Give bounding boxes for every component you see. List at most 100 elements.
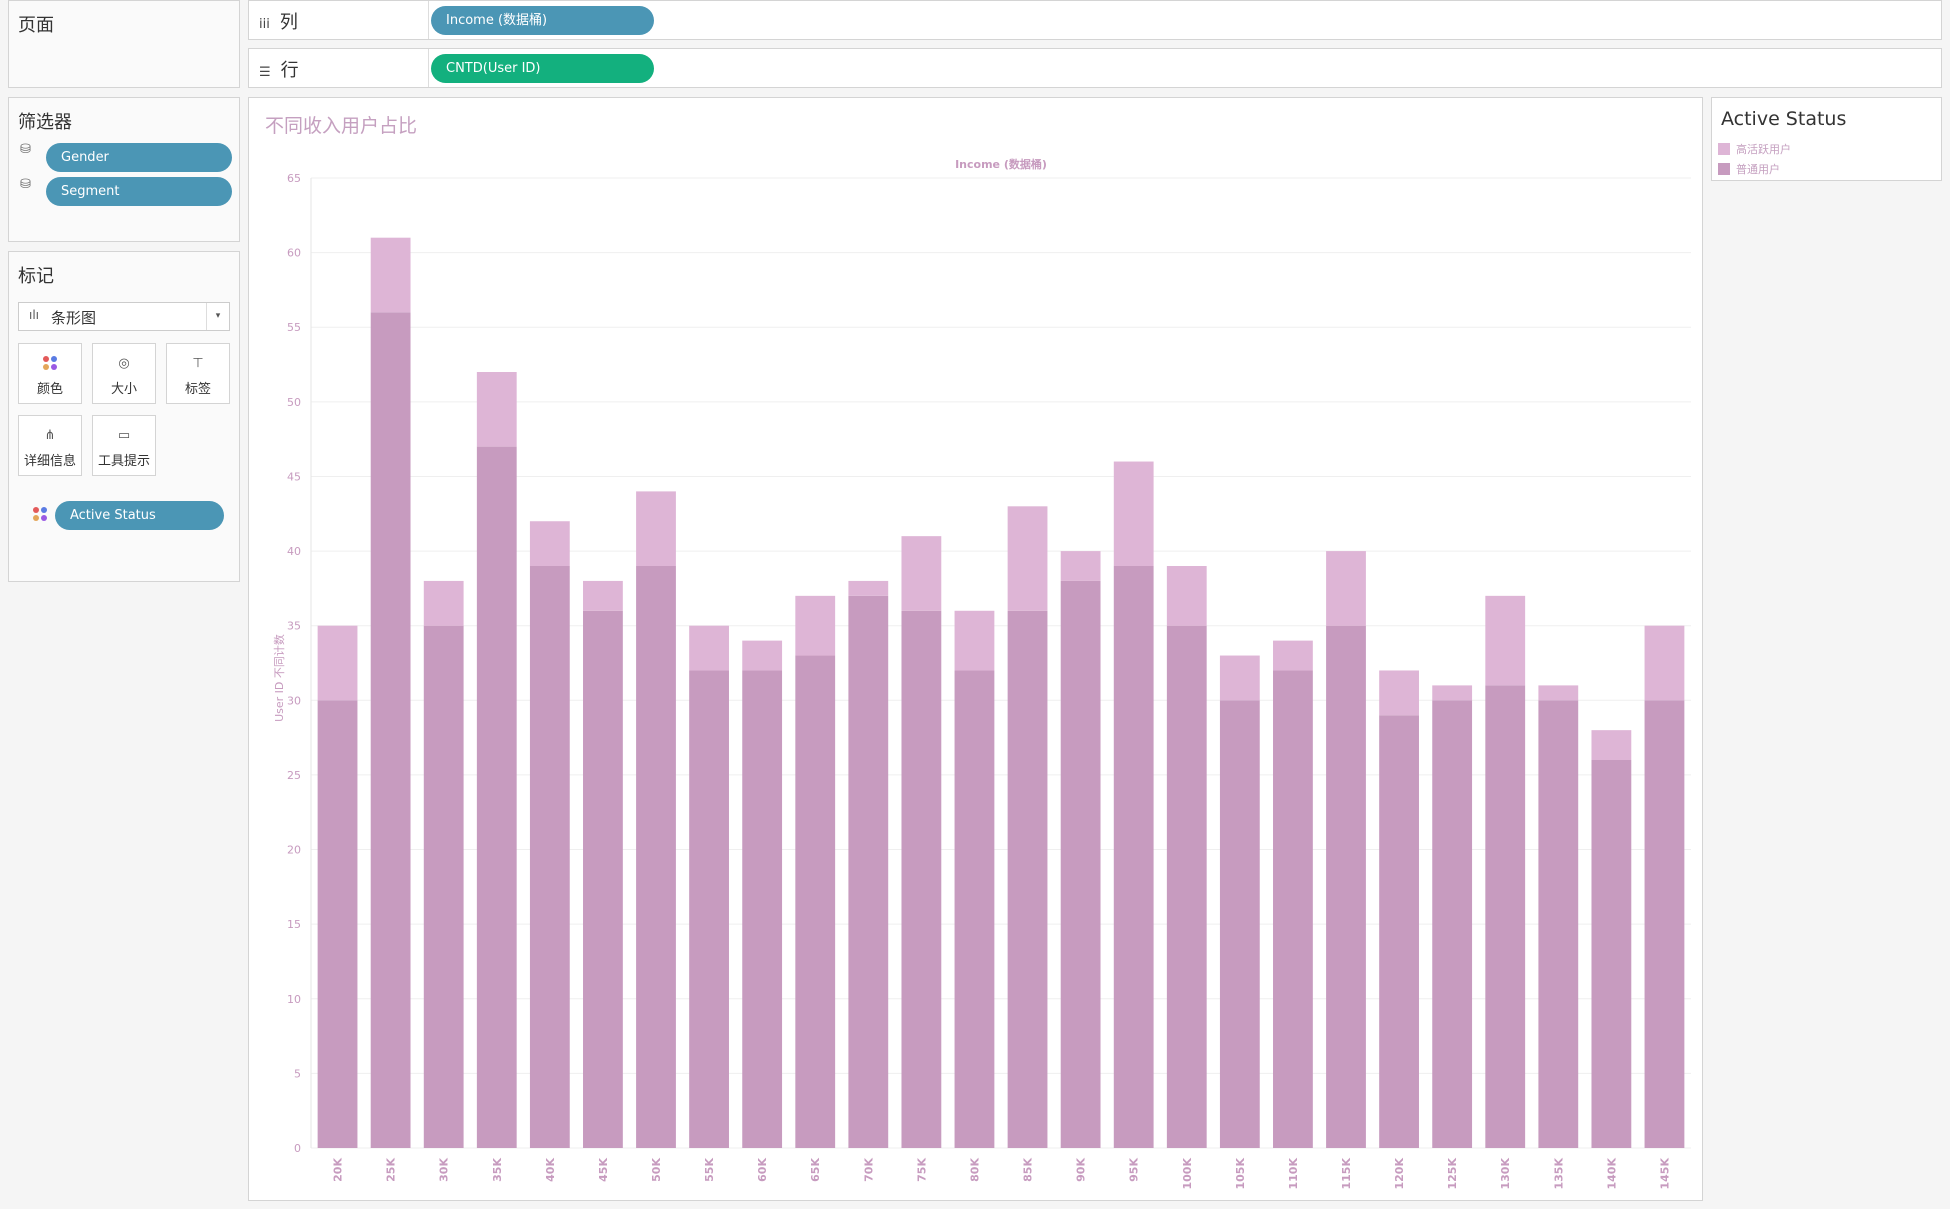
bar-normal-users[interactable] [370,312,411,1148]
pages-panel-title: 页面 [18,15,54,36]
bar-high-active-users[interactable] [1591,730,1632,760]
bar-normal-users[interactable] [423,625,464,1148]
columns-shelf-label: 列 [279,12,298,33]
bar-high-active-users[interactable] [636,491,676,566]
bar-normal-users[interactable] [1166,625,1207,1148]
bar-normal-users[interactable] [317,700,358,1148]
x-tick-label: 50K [650,1158,663,1182]
bar-normal-users[interactable] [1591,760,1632,1148]
x-tick-label: 140K [1605,1158,1618,1190]
bar-high-active-users[interactable] [689,625,729,671]
dimension-filter-icon: ⛁ [20,177,31,192]
x-tick-label: 20K [332,1158,345,1182]
color-button[interactable]: 颜色 [18,343,82,404]
bar-normal-users[interactable] [1219,700,1260,1148]
bar-high-active-users[interactable] [1219,655,1260,701]
bar-normal-users[interactable] [636,566,676,1148]
legend-item-label: 普通用户 [1736,163,1780,176]
y-tick-label: 60 [287,247,301,260]
income-column-pill[interactable]: Income (数据桶) [431,6,654,35]
pages-panel: 页面 [8,0,240,88]
bar-normal-users[interactable] [954,670,995,1148]
columns-shelf-label-wrap: iii 列 [259,8,298,34]
active-status-pill[interactable]: Active Status [55,501,224,530]
rows-shelf: ☰ 行 CNTD(User ID) [248,48,1942,88]
bar-normal-users[interactable] [1326,625,1366,1148]
y-tick-label: 25 [287,769,301,782]
bar-high-active-users[interactable] [317,625,358,701]
bar-high-active-users[interactable] [370,237,411,313]
bar-high-active-users[interactable] [1538,685,1579,701]
rows-shelf-label-wrap: ☰ 行 [259,56,299,82]
bar-high-active-users[interactable] [529,521,570,566]
bar-high-active-users[interactable] [742,640,783,671]
bar-high-active-users[interactable] [848,580,889,596]
size-button[interactable]: ◎ 大小 [92,343,156,404]
bar-high-active-users[interactable] [954,610,995,671]
bar-high-active-users[interactable] [1273,640,1313,671]
bar-high-active-users[interactable] [423,580,464,626]
bar-high-active-users[interactable] [583,580,623,611]
legend-item-high-active[interactable]: 高活跃用户 [1718,141,1791,157]
legend-item-normal[interactable]: 普通用户 [1718,161,1780,177]
bar-high-active-users[interactable] [1379,670,1419,716]
bar-normal-users[interactable] [1113,566,1154,1148]
bar-high-active-users[interactable] [795,595,836,656]
bar-high-active-users[interactable] [1166,566,1207,626]
legend-item-label: 高活跃用户 [1736,143,1791,156]
bar-normal-users[interactable] [1485,685,1526,1148]
detail-button[interactable]: ⋔ 详细信息 [18,415,82,476]
cntd-user-id-row-pill[interactable]: CNTD(User ID) [431,54,654,83]
bar-normal-users[interactable] [1432,700,1473,1148]
mark-type-dropdown[interactable]: ılı 条形图 ▾ [18,302,230,331]
rows-shelf-label: 行 [280,60,299,81]
bar-high-active-users[interactable] [476,372,517,447]
bar-high-active-users[interactable] [1644,625,1685,701]
x-tick-label: 125K [1446,1158,1459,1190]
bar-normal-users[interactable] [1538,700,1579,1148]
bar-normal-users[interactable] [1060,580,1101,1148]
legend-panel: Active Status 高活跃用户 普通用户 [1711,97,1942,181]
bar-high-active-users[interactable] [1113,461,1154,566]
shelf-divider [428,49,429,87]
bar-normal-users[interactable] [1644,700,1685,1148]
filter-pill-segment[interactable]: Segment [46,177,232,206]
tooltip-button[interactable]: ▭ 工具提示 [92,415,156,476]
rows-icon: ☰ [259,65,271,80]
x-tick-label: 95K [1128,1158,1141,1182]
bar-normal-users[interactable] [901,610,942,1148]
detail-button-label: 详细信息 [23,454,76,469]
marks-panel-title: 标记 [18,266,54,287]
bar-high-active-users[interactable] [1432,685,1473,701]
bar-high-active-users[interactable] [1326,551,1366,626]
color-button-label: 颜色 [36,382,63,397]
y-tick-label: 0 [294,1142,301,1155]
x-tick-label: 145K [1658,1158,1671,1190]
y-tick-label: 15 [287,918,301,931]
bar-high-active-users[interactable] [901,536,942,611]
bar-normal-users[interactable] [689,670,729,1148]
bar-normal-users[interactable] [848,595,889,1148]
x-axis-title: Income (数据桶) [955,157,1047,171]
chart-view: 不同收入用户占比 Income (数据桶) User ID 不同计数 0 5 10 1… [248,97,1703,1201]
bar-normal-users[interactable] [476,446,517,1149]
bar-normal-users[interactable] [1007,610,1048,1148]
bar-normal-users[interactable] [742,670,783,1148]
marks-panel: 标记 ılı 条形图 ▾ 颜色 ◎ 大小 ⊤ 标签 ⋔ 详细信息 ▭ 工具提示 … [8,251,240,582]
bar-normal-users[interactable] [529,566,570,1148]
bar-high-active-users[interactable] [1060,551,1101,581]
x-tick-label: 110K [1287,1158,1300,1190]
chevron-down-icon[interactable]: ▾ [206,303,229,330]
x-tick-label: 105K [1234,1158,1247,1190]
bar-high-active-users[interactable] [1485,595,1526,686]
label-button[interactable]: ⊤ 标签 [166,343,230,404]
filter-pill-gender[interactable]: Gender [46,143,232,172]
columns-icon: iii [259,17,270,32]
bar-normal-users[interactable] [1379,715,1419,1148]
bar-normal-users[interactable] [795,655,836,1148]
bar-normal-users[interactable] [583,610,623,1148]
color-icon [19,356,81,378]
bar-normal-users[interactable] [1273,670,1313,1148]
y-tick-label: 40 [287,545,301,558]
bar-high-active-users[interactable] [1007,506,1048,611]
